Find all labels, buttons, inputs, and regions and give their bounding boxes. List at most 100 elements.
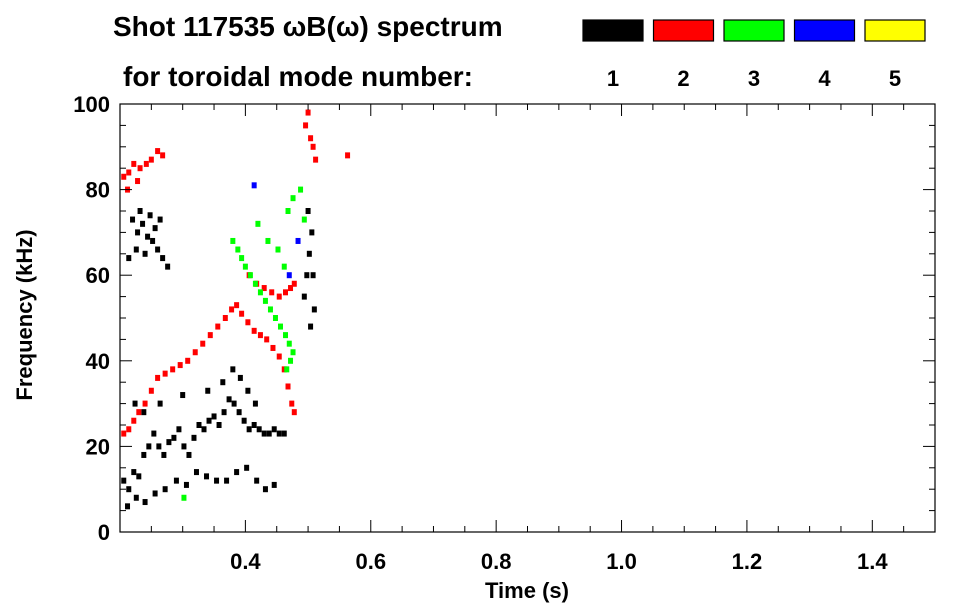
- spectrum-point: [230, 237, 236, 244]
- spectrum-point: [305, 208, 311, 214]
- spectrum-point: [215, 323, 221, 330]
- spectrum-point: [160, 152, 166, 159]
- spectrum-point: [136, 473, 142, 480]
- spectrum-point: [281, 366, 287, 373]
- spectrum-point: [305, 109, 311, 116]
- spectrum-point: [220, 379, 226, 386]
- spectrum-point: [283, 332, 289, 339]
- spectrum-point: [257, 289, 263, 296]
- spectrum-point: [214, 477, 220, 484]
- spectrum-point: [155, 374, 161, 381]
- legend-swatch: [864, 19, 926, 42]
- spectrum-point: [131, 417, 137, 424]
- spectrum-point: [303, 122, 309, 129]
- spectrum-point: [286, 340, 292, 347]
- spectrum-point: [285, 383, 291, 390]
- x-tick-label: 0.4: [230, 549, 261, 574]
- spectrum-point: [170, 366, 176, 373]
- y-tick-label: 40: [86, 349, 110, 374]
- spectrum-point: [200, 340, 206, 347]
- spectrum-point: [156, 443, 162, 450]
- spectrum-point: [298, 186, 304, 193]
- spectrum-point: [121, 173, 127, 180]
- spectrum-point: [135, 178, 141, 185]
- spectrum-point: [221, 409, 227, 416]
- spectrum-point: [180, 392, 186, 399]
- x-tick-label: 1.0: [606, 549, 637, 574]
- spectrum-point: [234, 302, 240, 309]
- legend-swatch: [723, 19, 785, 42]
- spectrum-point: [284, 366, 290, 373]
- spectrum-point: [146, 443, 152, 450]
- spectrum-point: [245, 319, 251, 326]
- spectrum-point: [161, 451, 167, 458]
- spectrum-point: [135, 229, 141, 236]
- spectrum-point: [126, 426, 132, 433]
- spectrum-point: [157, 216, 163, 223]
- spectrum-point: [289, 400, 295, 407]
- spectrum-point: [231, 400, 237, 407]
- spectrum-point: [137, 165, 143, 172]
- spectrum-point: [162, 486, 168, 493]
- spectrum-point: [151, 430, 157, 437]
- y-axis-title: Frequency (kHz): [12, 229, 37, 400]
- spectrum-point: [133, 246, 139, 253]
- spectrum-point: [239, 255, 245, 262]
- spectrum-point: [255, 220, 261, 227]
- spectrum-point: [290, 349, 296, 356]
- spectrum-point: [271, 426, 277, 433]
- spectrum-point: [265, 237, 271, 244]
- y-tick-label: 20: [86, 434, 110, 459]
- spectrum-point: [132, 400, 138, 407]
- legend-label: 5: [889, 66, 901, 91]
- spectrum-point: [176, 426, 182, 433]
- spectrum-point: [126, 486, 132, 493]
- spectrum-point: [171, 434, 177, 441]
- spectrum-point: [191, 434, 197, 441]
- spectrum-point: [261, 430, 267, 437]
- spectrum-point: [275, 246, 281, 253]
- spectrum-point: [205, 387, 211, 394]
- spectrum-point: [290, 195, 296, 202]
- spectrum-point: [126, 255, 132, 262]
- x-tick-label: 1.2: [732, 549, 763, 574]
- spectrum-point: [126, 169, 132, 176]
- plot-frame: [119, 103, 936, 533]
- spectrum-point: [183, 481, 189, 488]
- legend-label: 3: [748, 66, 760, 91]
- spectrum-point: [345, 152, 351, 159]
- spectrum-point: [131, 160, 137, 167]
- spectrum-point: [150, 237, 156, 244]
- spectrum-point: [142, 400, 148, 407]
- y-tick-label: 100: [73, 92, 110, 117]
- spectrum-point: [224, 477, 230, 484]
- spectrum-point: [295, 237, 301, 244]
- spectrum-point: [310, 143, 316, 150]
- x-axis-title: Time (s): [485, 578, 569, 603]
- spectrum-point: [222, 315, 228, 321]
- spectrum-point: [281, 430, 287, 437]
- spectrum-point: [288, 285, 294, 292]
- y-tick-label: 80: [86, 178, 110, 203]
- spectrum-point: [308, 135, 314, 142]
- spectrum-point: [148, 387, 154, 394]
- legend-swatch: [582, 19, 644, 42]
- spectrum-point: [272, 315, 278, 321]
- spectrum-points: [121, 109, 351, 510]
- spectrum-point: [140, 220, 146, 227]
- spectrum-point: [201, 426, 207, 433]
- spectrum-point: [262, 297, 268, 304]
- spectrum-point: [242, 263, 248, 270]
- spectrum-point: [310, 272, 316, 279]
- legend-swatch: [652, 19, 715, 42]
- legend-label: 2: [677, 66, 689, 91]
- spectrum-point: [276, 353, 282, 360]
- spectrum-point: [277, 323, 283, 330]
- spectrum-point: [155, 148, 161, 155]
- spectrum-point: [246, 426, 252, 433]
- x-tick-label: 1.4: [857, 549, 888, 574]
- spectrum-point: [252, 400, 258, 407]
- spectrum-point: [267, 306, 273, 313]
- spectrum-point: [244, 464, 250, 471]
